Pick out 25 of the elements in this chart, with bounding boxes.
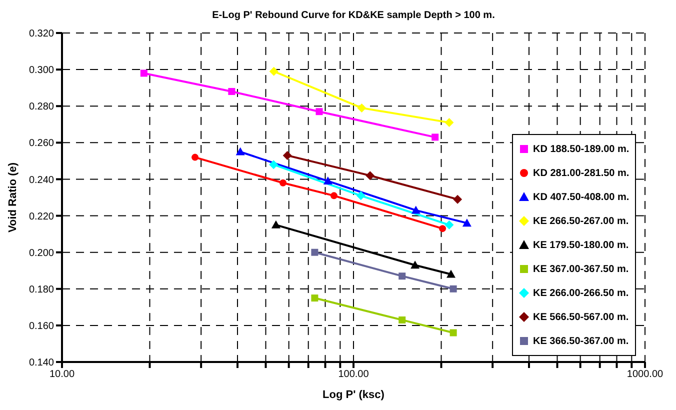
legend-label: KE 367.00-367.50 m. [533,264,629,274]
legend-label: KD 188.50-189.00 m. [533,144,630,154]
y-axis-title: Void Ratio (e) [6,162,19,233]
y-tick-label: 0.200 [28,248,54,259]
y-tick-label: 0.300 [28,65,54,76]
y-tick-label: 0.160 [28,320,54,332]
chart-title: E-Log P' Rebound Curve for KD&KE sample Depth > 100 m. [211,10,496,21]
y-tick-label: 0.240 [28,174,54,186]
legend-label: KE 566.50-567.00 m. [533,312,629,322]
y-tick-label: 0.260 [28,138,54,150]
x-tick-label: 1000.00 [626,369,664,380]
legend-label: KD 281.00-281.50 m. [533,168,630,178]
legend-label: KE 179.50-180.00 m. [533,240,629,250]
y-tick-label: 0.320 [28,28,54,40]
y-tick-label: 0.180 [28,284,54,296]
legend-label: KD 407.50-408.00 m. [533,192,630,202]
legend-label: KE 366.50-367.00 m. [533,336,629,346]
x-axis-title: Log P' (ksc) [322,389,385,401]
y-tick-label: 0.280 [28,102,54,113]
legend-label: KE 266.50-267.00 m. [533,216,629,226]
y-tick-label: 0.220 [28,211,54,222]
y-tick-label: 0.140 [28,358,54,369]
legend-label: KE 266.00-266.50 m. [533,288,629,298]
x-tick-label: 10.00 [49,369,75,380]
x-tick-label: 100.00 [338,369,370,380]
